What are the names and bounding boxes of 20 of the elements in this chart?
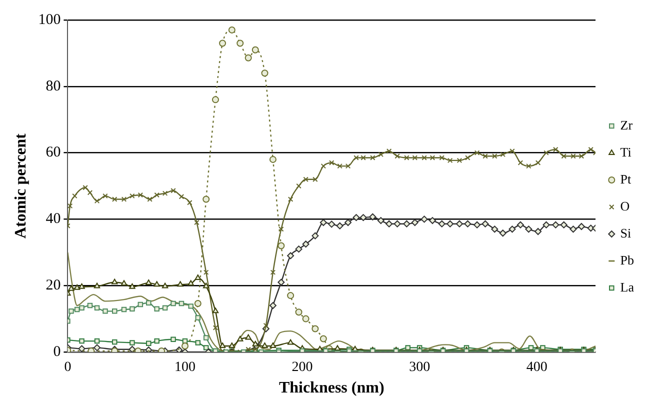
legend-label: Si (620, 225, 632, 240)
y-tick-label: 20 (46, 278, 61, 294)
y-tick-label: 60 (46, 144, 61, 161)
legend-label: O (620, 198, 630, 214)
x-tick-label: 100 (174, 360, 196, 376)
legend-label: Pb (620, 252, 634, 268)
legend-label: Zr (620, 117, 634, 132)
x-tick-label: 300 (409, 360, 430, 376)
y-axis-title: Atomic percent (12, 132, 30, 238)
y-tick-label: 100 (38, 12, 61, 28)
y-tick-label: 0 (53, 344, 61, 360)
x-axis-title: Thickness (nm) (278, 380, 384, 397)
x-tick-label: 0 (64, 360, 72, 376)
x-tick-label: 200 (292, 360, 313, 376)
x-tick-label: 400 (526, 360, 548, 376)
y-tick-label: 40 (46, 211, 61, 228)
y-tick-label: 80 (46, 78, 61, 94)
legend-label: Ti (620, 144, 632, 160)
legend-label: La (620, 279, 634, 294)
legend-label: Pt (620, 171, 632, 186)
